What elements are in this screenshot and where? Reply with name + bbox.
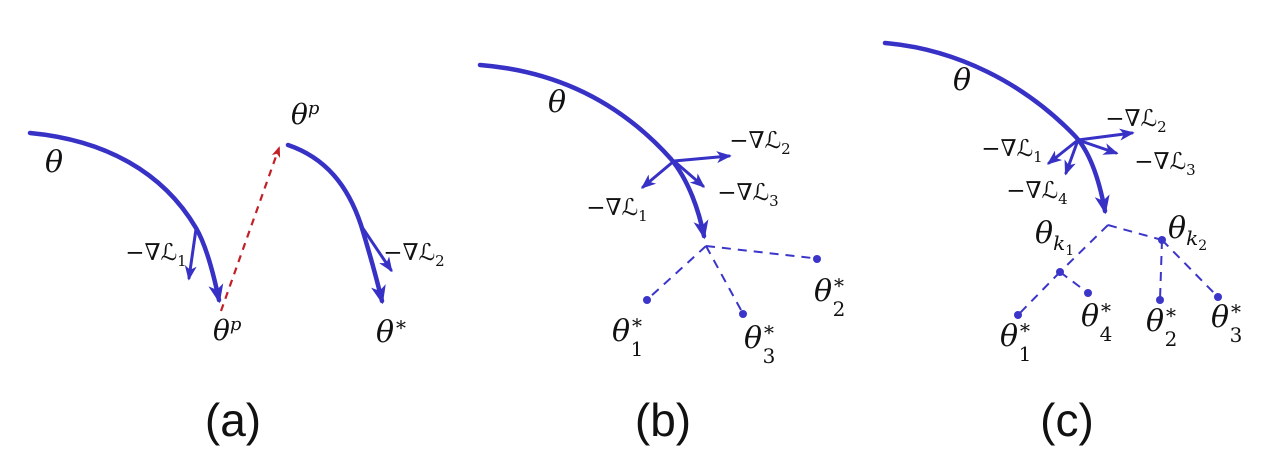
trajectory-curve bbox=[477, 62, 709, 240]
label-theta-p-bottom: θp bbox=[213, 314, 242, 347]
branch-k2-to-theta2 bbox=[1159, 239, 1163, 301]
label-theta-star-1: θ∗ 1 bbox=[612, 310, 644, 361]
label-neg-grad-l3: −∇ℒ3 bbox=[1134, 149, 1195, 179]
minimum-dot-theta1 bbox=[643, 296, 651, 304]
perturbation-jump-arrow bbox=[219, 146, 281, 312]
label-theta-star-1: θ∗ 1 bbox=[1000, 315, 1032, 366]
label-neg-grad-l1: −∇ℒ1 bbox=[586, 195, 647, 225]
label-neg-grad-l1: −∇ℒ1 bbox=[981, 136, 1042, 166]
minimum-dot-theta2 bbox=[1156, 296, 1164, 304]
trajectory-curve-1 bbox=[27, 130, 224, 304]
label-neg-grad-l2: −∇ℒ2 bbox=[383, 240, 444, 270]
caption-c: (c) bbox=[1040, 394, 1094, 446]
panel-c: θ −∇ℒ2 −∇ℒ3 −∇ℒ1 −∇ℒ4 θk1 θk2 θ∗ 1 θ∗ 4 θ∗… bbox=[882, 40, 1243, 446]
panel-b: θ −∇ℒ2 −∇ℒ1 −∇ℒ3 θ∗ 1 θ∗ 2 θ∗ 3 (b) bbox=[477, 62, 846, 446]
label-theta-star-4: θ∗ 4 bbox=[1081, 295, 1113, 346]
label-theta-k2: θk2 bbox=[1168, 211, 1207, 254]
label-theta-star-2: θ∗ 2 bbox=[1146, 300, 1178, 351]
label-theta: θ bbox=[45, 145, 63, 180]
cluster-node-k1-dot bbox=[1056, 268, 1064, 276]
branch-to-theta3 bbox=[705, 245, 742, 311]
branch-to-theta1 bbox=[649, 245, 707, 298]
branch-k2-to-theta3 bbox=[1161, 239, 1219, 298]
panel-a: θ −∇ℒ1 θp θp −∇ℒ2 θ∗ (a) bbox=[27, 98, 445, 446]
label-theta: θ bbox=[953, 63, 971, 98]
label-theta-star-3: θ∗ 3 bbox=[744, 317, 776, 368]
label-neg-grad-l1: −∇ℒ1 bbox=[125, 240, 186, 270]
branch-root-to-k2 bbox=[1107, 224, 1163, 241]
gradient-arrow-l1 bbox=[184, 227, 198, 281]
caption-a: (a) bbox=[205, 394, 261, 446]
trajectory-curve bbox=[882, 40, 1110, 215]
gradient-arrow-l2 bbox=[1076, 128, 1135, 142]
gradient-arrow-l1 bbox=[1046, 138, 1080, 165]
branch-k1-to-theta1 bbox=[1017, 271, 1061, 316]
label-theta: θ bbox=[548, 85, 566, 120]
gradient-arrow-l1 bbox=[640, 159, 676, 189]
label-neg-grad-l2: −∇ℒ2 bbox=[1105, 106, 1166, 136]
minimum-dot-theta1 bbox=[1014, 311, 1022, 319]
gradient-arrow-l2 bbox=[360, 225, 393, 273]
label-theta-star: θ∗ bbox=[376, 312, 408, 350]
label-neg-grad-l3: −∇ℒ3 bbox=[717, 180, 778, 210]
label-theta-p-top: θp bbox=[291, 98, 320, 131]
branch-k1-to-theta4 bbox=[1059, 271, 1089, 294]
gradient-arrow-l3 bbox=[672, 159, 706, 188]
branch-root-to-k1 bbox=[1059, 224, 1109, 273]
gradient-arrow-l4 bbox=[1064, 138, 1080, 176]
cluster-node-k2-dot bbox=[1158, 236, 1166, 244]
minimum-dot-theta3 bbox=[1214, 293, 1222, 301]
gradient-arrow-l2 bbox=[672, 151, 732, 164]
label-neg-grad-l4: −∇ℒ4 bbox=[1006, 178, 1067, 208]
label-theta-star-3: θ∗ 3 bbox=[1211, 296, 1243, 347]
trajectory-curve-2 bbox=[285, 142, 386, 305]
gradient-arrow-l3 bbox=[1076, 138, 1119, 155]
minimum-dot-theta2 bbox=[813, 255, 821, 263]
label-neg-grad-l2: −∇ℒ2 bbox=[729, 128, 790, 158]
minimum-dot-theta3 bbox=[739, 310, 747, 318]
branch-to-theta2 bbox=[705, 245, 813, 259]
label-theta-k1: θk1 bbox=[1035, 216, 1074, 259]
minimum-dot-theta4 bbox=[1084, 289, 1092, 297]
caption-b: (b) bbox=[635, 394, 691, 446]
label-theta-star-2: θ∗ 2 bbox=[814, 270, 846, 321]
